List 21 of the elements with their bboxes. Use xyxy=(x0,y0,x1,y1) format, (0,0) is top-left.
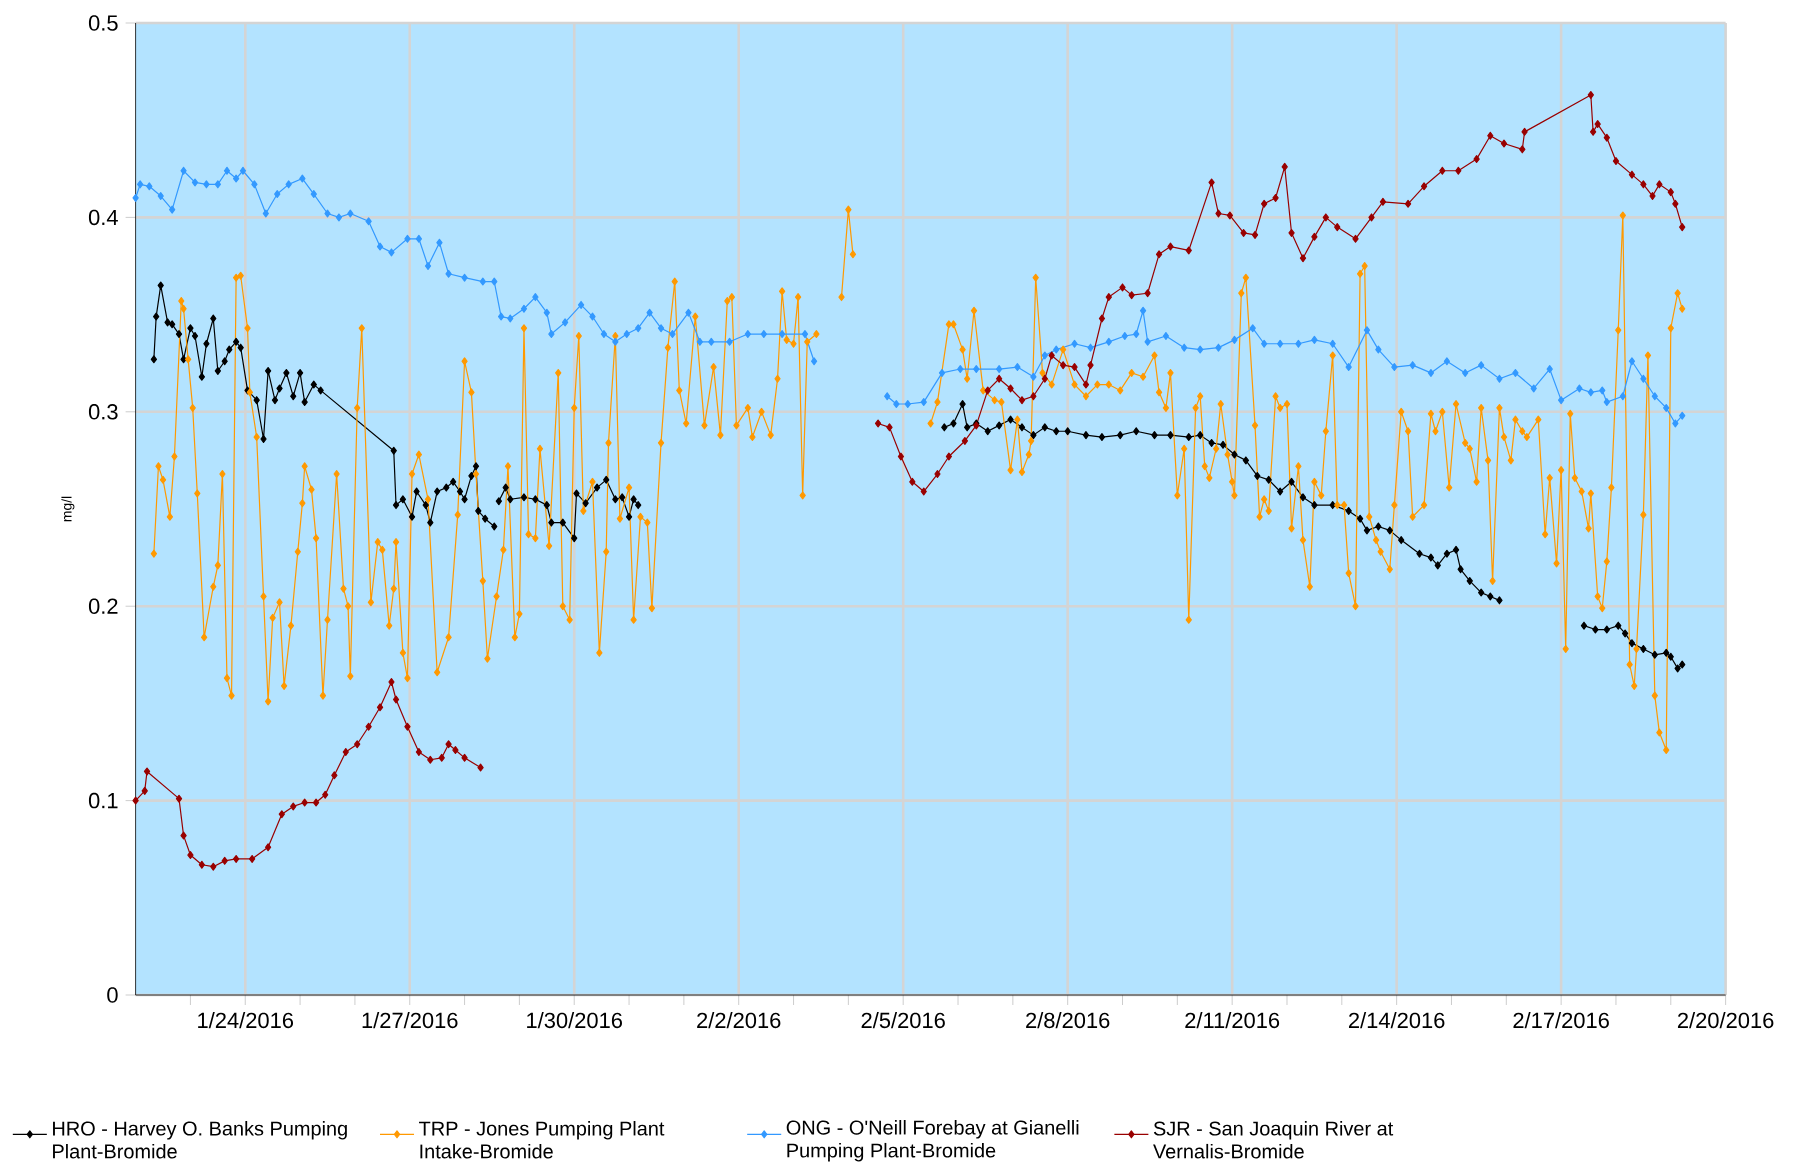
y-tick-label: 0.3 xyxy=(88,404,118,420)
y-tick-label: 0.5 xyxy=(88,15,118,31)
legend-label: SJR - San Joaquin River at Vernalis-Bromide xyxy=(1153,1120,1394,1159)
x-tick-label: 1/30/2016 xyxy=(527,1012,622,1029)
x-tick-label: 1/24/2016 xyxy=(198,1012,294,1029)
legend-label: HRO - Harvey O. Banks Pumping Plant-Bromide xyxy=(53,1120,347,1159)
x-tick-label: 2/17/2016 xyxy=(1513,1012,1609,1029)
x-tick-label: 2/20/2016 xyxy=(1677,1012,1774,1029)
x-tick-label: 2/11/2016 xyxy=(1185,1012,1280,1029)
legend-label: TRP - Jones Pumping Plant Intake-Bromide xyxy=(419,1120,665,1159)
y-tick-label: 0.2 xyxy=(88,598,118,614)
x-tick-label: 2/5/2016 xyxy=(861,1012,945,1029)
x-tick-label: 1/27/2016 xyxy=(362,1012,458,1029)
x-tick-label: 2/8/2016 xyxy=(1026,1012,1110,1029)
y-tick-label: 0.1 xyxy=(88,792,118,809)
y-tick-label: 0 xyxy=(107,987,118,1003)
x-tick-label: 2/2/2016 xyxy=(697,1012,781,1029)
x-tick-label: 2/14/2016 xyxy=(1348,1012,1445,1029)
legend-label: ONG - O'Neill Forebay at Gianelli Pumping Plant-Bromide xyxy=(786,1120,1079,1162)
y-tick-label: 0.4 xyxy=(88,209,118,226)
y-axis-title: mg/l xyxy=(61,496,75,522)
